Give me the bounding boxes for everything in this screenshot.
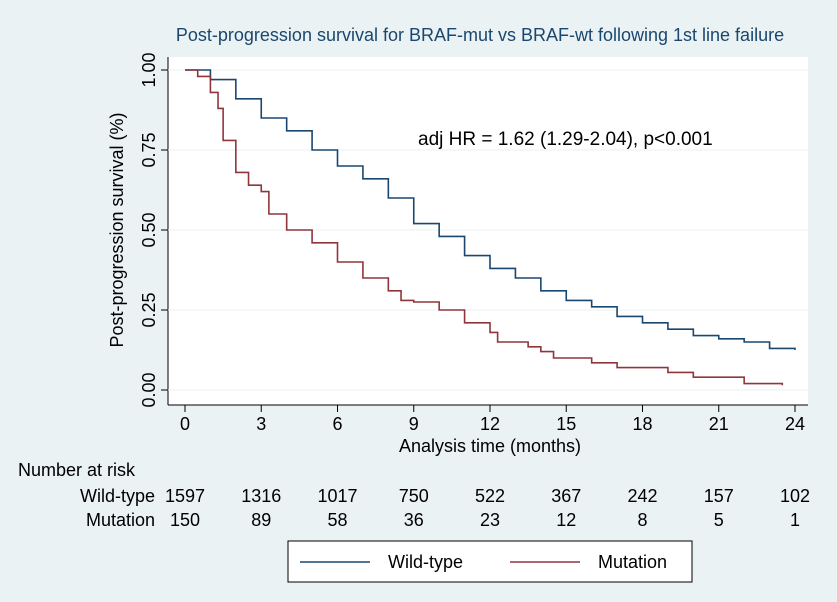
risk-value: 89 [251,510,271,530]
y-tick-label: 0.75 [139,132,159,167]
x-tick-label: 15 [556,414,576,434]
risk-value: 102 [780,486,810,506]
risk-value: 1 [790,510,800,530]
risk-value: 8 [637,510,647,530]
x-tick-label: 12 [480,414,500,434]
x-tick-label: 9 [409,414,419,434]
y-tick-label: 0.00 [139,372,159,407]
x-tick-label: 18 [632,414,652,434]
y-tick-label: 1.00 [139,52,159,87]
survival-curve [185,69,796,350]
risk-value: 157 [704,486,734,506]
risk-table-title: Number at risk [18,460,136,480]
risk-row-label: Mutation [86,510,155,530]
x-axis-label: Analysis time (months) [399,436,581,456]
risk-value: 23 [480,510,500,530]
risk-value: 242 [627,486,657,506]
y-tick-label: 0.50 [139,212,159,247]
legend-label: Mutation [598,552,667,572]
survival-curve [185,69,784,386]
plot-area [168,57,808,405]
annotation: adj HR = 1.62 (1.29-2.04), p<0.001 [418,129,713,150]
x-tick-label: 0 [180,414,190,434]
risk-value: 750 [399,486,429,506]
risk-value: 1597 [165,486,205,506]
risk-value: 522 [475,486,505,506]
chart-title: Post-progression survival for BRAF-mut v… [176,25,784,45]
risk-value: 12 [556,510,576,530]
x-tick-label: 24 [785,414,805,434]
x-tick-label: 6 [332,414,342,434]
risk-value: 36 [404,510,424,530]
x-tick-label: 3 [256,414,266,434]
risk-row-label: Wild-type [80,486,155,506]
risk-value: 367 [551,486,581,506]
x-tick-label: 21 [709,414,729,434]
y-tick-label: 0.25 [139,292,159,327]
risk-value: 150 [170,510,200,530]
risk-value: 58 [327,510,347,530]
y-axis-label: Post-progression survival (%) [107,112,127,347]
risk-value: 1017 [317,486,357,506]
legend-label: Wild-type [388,552,463,572]
risk-value: 1316 [241,486,281,506]
risk-value: 5 [714,510,724,530]
